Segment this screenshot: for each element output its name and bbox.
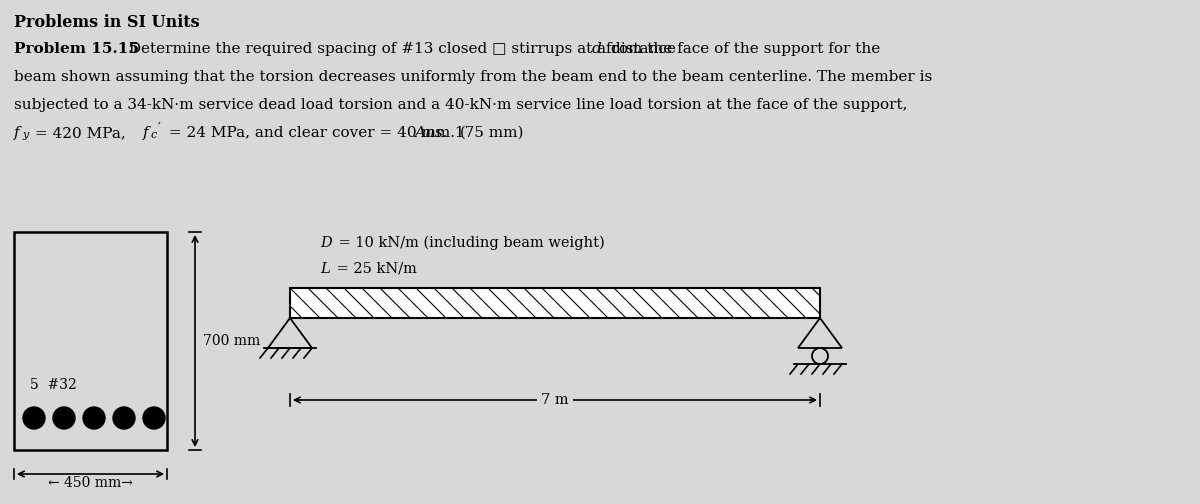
Text: f: f: [143, 126, 149, 140]
Text: 5  #32: 5 #32: [30, 378, 77, 392]
Circle shape: [113, 407, 134, 429]
Text: y: y: [22, 130, 29, 140]
Text: 700 mm: 700 mm: [203, 334, 260, 348]
Text: ← 450 mm→: ← 450 mm→: [48, 476, 132, 490]
Text: Ans.: Ans.: [414, 126, 448, 140]
Circle shape: [83, 407, 106, 429]
Text: from the face of the support for the: from the face of the support for the: [601, 42, 881, 56]
Text: Problems in SI Units: Problems in SI Units: [14, 14, 199, 31]
Text: L: L: [320, 262, 330, 276]
Text: 7 m: 7 m: [541, 393, 569, 407]
Bar: [14, 232, 167, 450]
Text: c: c: [151, 130, 157, 140]
Text: D: D: [320, 236, 331, 250]
Circle shape: [23, 407, 46, 429]
Circle shape: [143, 407, 166, 429]
Text: f: f: [14, 126, 19, 140]
Text: = 10 kN/m (including beam weight): = 10 kN/m (including beam weight): [334, 236, 605, 250]
Text: subjected to a 34-kN·m service dead load torsion and a 40-kN·m service line load: subjected to a 34-kN·m service dead load…: [14, 98, 907, 112]
Text: Determine the required spacing of #13 closed □ stirrups at a distance: Determine the required spacing of #13 cl…: [119, 42, 680, 56]
Text: d: d: [592, 42, 601, 56]
Text: = 420 MPa,: = 420 MPa,: [30, 126, 136, 140]
Bar: [290, 288, 820, 318]
Text: = 25 kN/m: = 25 kN/m: [332, 262, 416, 276]
Text: beam shown assuming that the torsion decreases uniformly from the beam end to th: beam shown assuming that the torsion dec…: [14, 70, 932, 84]
Text: = 24 MPa, and clear cover = 40 mm. (: = 24 MPa, and clear cover = 40 mm. (: [164, 126, 466, 140]
Text: ′: ′: [158, 121, 161, 134]
Text: 175 mm): 175 mm): [450, 126, 523, 140]
Circle shape: [53, 407, 74, 429]
Text: Problem 15.15: Problem 15.15: [14, 42, 139, 56]
